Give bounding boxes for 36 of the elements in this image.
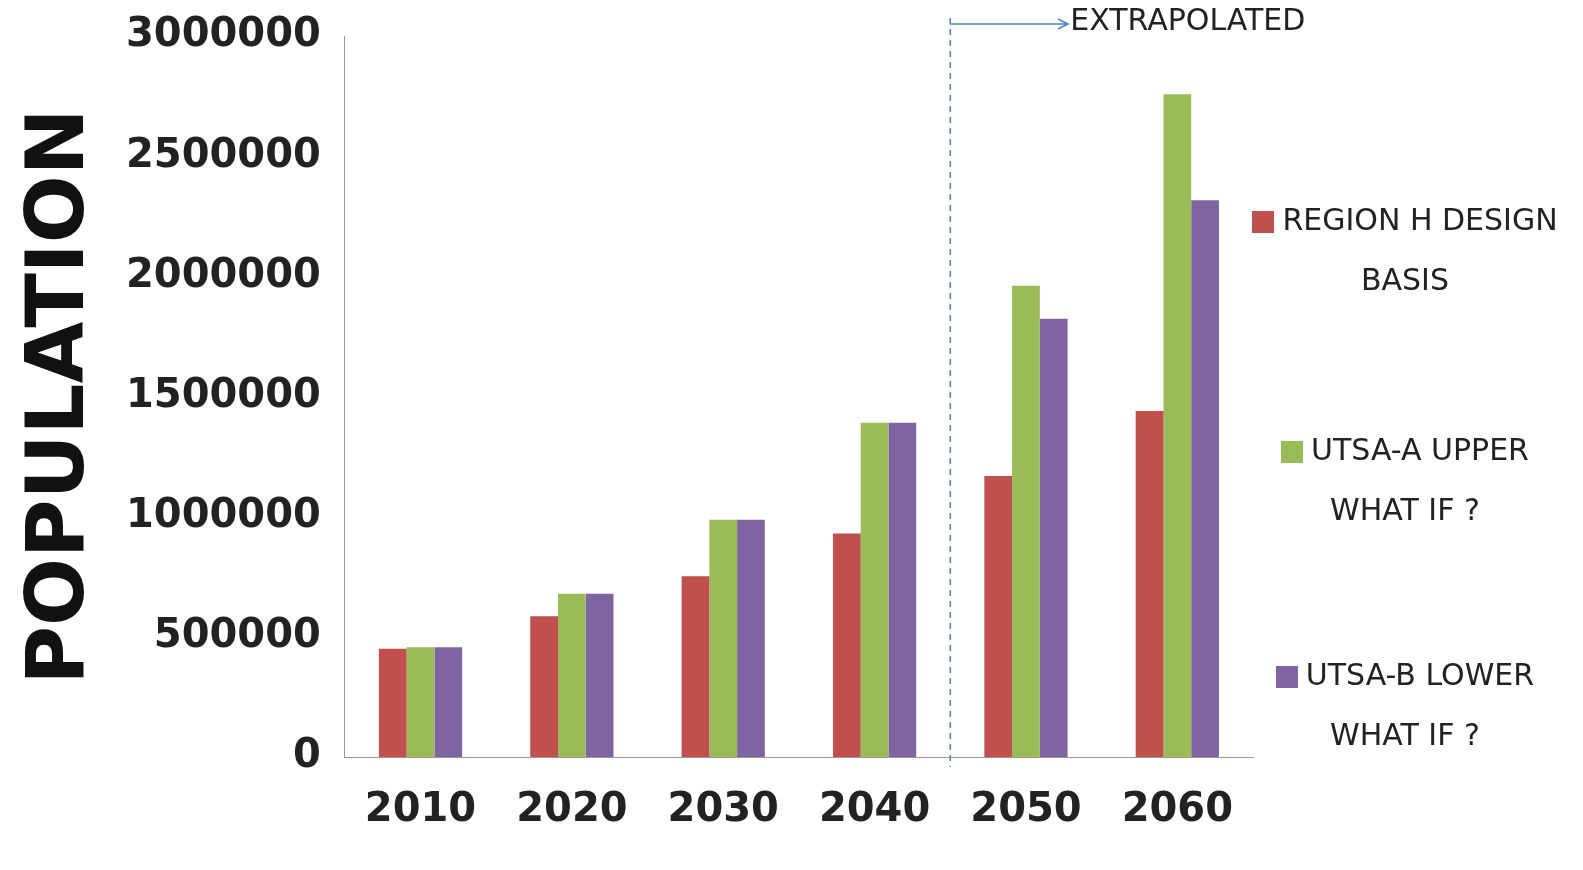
y-tick-label: 0 [292,730,321,777]
bar [709,519,738,757]
bar [681,576,710,757]
bar [406,647,435,757]
x-tick-label: 2020 [516,784,628,831]
bar [1135,410,1164,757]
x-tick-label: 2050 [970,784,1082,831]
bar [832,533,861,757]
bar [434,647,463,757]
bar [888,422,917,757]
bar [860,422,889,757]
y-tick-label: 2500000 [126,129,321,176]
y-tick-label: 1000000 [126,490,321,537]
bar [585,593,614,757]
legend-label: REGION H DESIGN BASIS [1281,201,1559,299]
y-tick-label: 3000000 [126,9,321,56]
bar [1163,94,1192,757]
legend-label: UTSA-A UPPER WHAT IF ? [1310,431,1530,529]
x-tick-label: 2060 [1121,784,1233,831]
bar [1039,318,1068,757]
bar [984,476,1013,757]
x-tick-label: 2030 [667,784,779,831]
x-tick-label: 2040 [818,784,931,831]
y-tick-label: 1500000 [126,369,321,416]
bar [557,593,586,757]
bar [530,616,558,757]
x-tick-label: 2010 [364,784,477,831]
y-axis-title: POPULATION [8,108,102,685]
y-tick-label: 2000000 [126,249,321,296]
bar [378,648,407,757]
ref-line-label: EXTRAPOLATED [1070,1,1306,37]
bar [1012,285,1040,757]
bar [737,519,765,757]
bar [1191,200,1219,757]
y-tick-label: 500000 [153,610,321,657]
legend-label: UTSA-B LOWER WHAT IF ? [1304,656,1536,754]
